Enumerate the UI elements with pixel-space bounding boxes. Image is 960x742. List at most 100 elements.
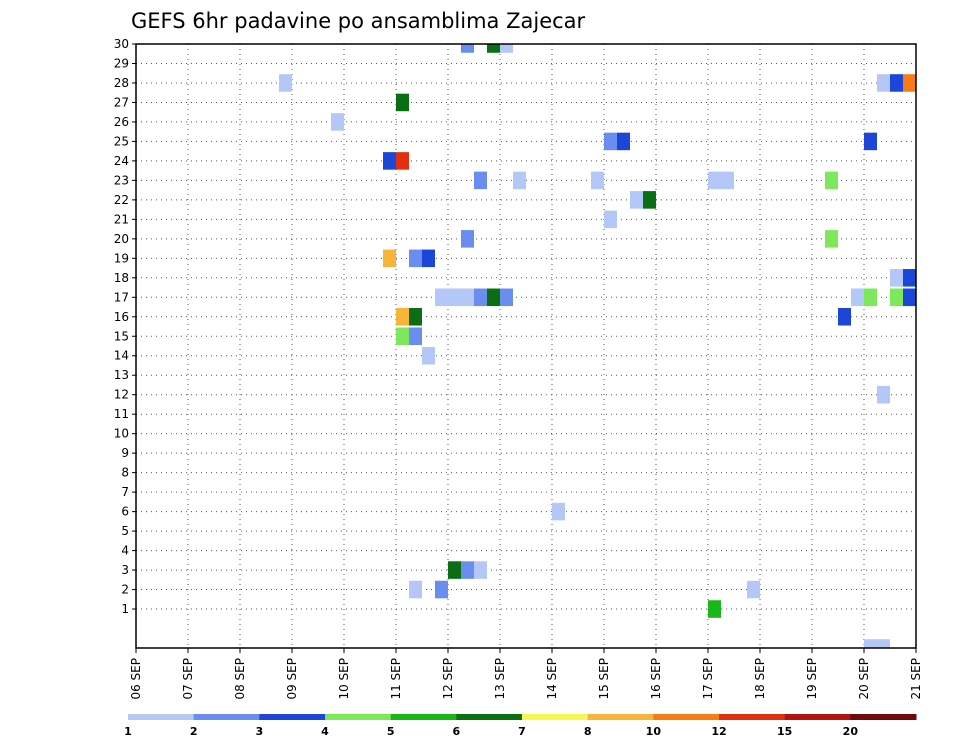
precip-cell bbox=[825, 171, 838, 190]
x-tick-label: 11 SEP bbox=[389, 658, 403, 700]
precip-cell bbox=[435, 288, 448, 307]
y-tick-label: 19 bbox=[114, 251, 129, 265]
y-tick-label: 7 bbox=[121, 485, 129, 499]
colorbar-segment bbox=[850, 714, 917, 720]
precip-cell bbox=[448, 561, 461, 579]
y-tick-label: 9 bbox=[121, 446, 129, 460]
precip-cell bbox=[487, 44, 500, 53]
precip-cell bbox=[474, 288, 487, 307]
y-tick-label: 27 bbox=[114, 95, 129, 109]
y-tick-label: 11 bbox=[114, 407, 129, 421]
precip-cell bbox=[409, 580, 422, 599]
colorbar-label: 5 bbox=[387, 725, 395, 738]
x-tick-label: 07 SEP bbox=[181, 658, 195, 700]
x-tick-label: 12 SEP bbox=[441, 658, 455, 700]
y-tick-label: 4 bbox=[121, 544, 129, 558]
precip-cell bbox=[409, 327, 422, 346]
precip-cell bbox=[890, 269, 903, 287]
colorbar-segment bbox=[522, 714, 589, 720]
colorbar-segment bbox=[193, 714, 260, 720]
colorbar-label: 20 bbox=[843, 725, 859, 738]
x-tick-label: 20 SEP bbox=[857, 658, 871, 700]
colorbar-label: 3 bbox=[256, 725, 264, 738]
precip-cell bbox=[747, 580, 760, 599]
colorbar-label: 2 bbox=[190, 725, 198, 738]
precip-cell bbox=[890, 74, 903, 92]
x-tick-label: 08 SEP bbox=[233, 658, 247, 700]
precip-cell bbox=[383, 249, 396, 268]
colorbar-segment bbox=[587, 714, 654, 720]
precip-cell bbox=[396, 308, 409, 326]
y-tick-label: 13 bbox=[114, 368, 129, 382]
colorbar-label: 8 bbox=[584, 725, 592, 738]
y-tick-label: 10 bbox=[114, 427, 129, 441]
precip-cell bbox=[500, 288, 513, 307]
colorbar-label: 1 bbox=[124, 725, 132, 738]
colorbar-label: 10 bbox=[646, 725, 662, 738]
precip-cell bbox=[877, 385, 890, 404]
colorbar-label: 12 bbox=[711, 725, 726, 738]
precip-cell bbox=[383, 152, 396, 170]
precip-cell bbox=[604, 210, 617, 229]
precip-cell bbox=[864, 288, 877, 307]
y-axis-ticks: 1234567891011121314151617181920212223242… bbox=[114, 37, 136, 616]
x-tick-label: 19 SEP bbox=[805, 658, 819, 700]
grid-lines bbox=[136, 43, 916, 648]
x-tick-label: 10 SEP bbox=[337, 658, 351, 700]
precip-cell bbox=[396, 152, 409, 170]
y-tick-label: 28 bbox=[114, 76, 129, 90]
precip-cell bbox=[396, 93, 409, 112]
y-tick-label: 20 bbox=[114, 232, 129, 246]
x-tick-label: 18 SEP bbox=[753, 658, 767, 700]
x-tick-label: 09 SEP bbox=[285, 658, 299, 700]
precip-cell bbox=[903, 269, 916, 287]
precip-cell bbox=[513, 171, 526, 190]
precip-cell bbox=[604, 132, 617, 151]
y-tick-label: 5 bbox=[121, 524, 129, 538]
y-tick-label: 1 bbox=[121, 602, 129, 616]
y-tick-label: 17 bbox=[114, 290, 129, 304]
precip-cell bbox=[331, 113, 344, 131]
precip-cell bbox=[409, 249, 422, 268]
y-tick-label: 8 bbox=[121, 466, 129, 480]
x-tick-label: 17 SEP bbox=[701, 658, 715, 700]
precip-cell bbox=[708, 600, 721, 618]
y-tick-label: 22 bbox=[114, 193, 129, 207]
colorbar-segment bbox=[390, 714, 457, 720]
x-tick-label: 15 SEP bbox=[597, 658, 611, 700]
precip-cell bbox=[838, 308, 851, 326]
precip-cell bbox=[422, 346, 435, 365]
precip-cell bbox=[877, 74, 890, 92]
y-tick-label: 3 bbox=[121, 563, 129, 577]
precip-cell bbox=[474, 561, 487, 579]
precip-cell bbox=[461, 44, 474, 53]
colorbar-segment bbox=[784, 714, 851, 720]
colorbar-label: 4 bbox=[321, 725, 329, 738]
precip-cell bbox=[864, 639, 877, 648]
y-tick-label: 30 bbox=[114, 37, 129, 51]
colorbar-segment bbox=[128, 714, 195, 720]
precip-cell bbox=[617, 132, 630, 151]
y-tick-label: 6 bbox=[121, 505, 129, 519]
y-tick-label: 29 bbox=[114, 56, 129, 70]
y-tick-label: 16 bbox=[114, 310, 129, 324]
precip-cell bbox=[474, 171, 487, 190]
y-tick-label: 12 bbox=[114, 388, 129, 402]
colorbar-segment bbox=[325, 714, 392, 720]
precip-cell bbox=[630, 191, 643, 209]
precip-cell bbox=[877, 639, 890, 648]
y-tick-label: 23 bbox=[114, 173, 129, 187]
precip-cell bbox=[279, 74, 292, 92]
colorbar-label: 7 bbox=[518, 725, 526, 738]
colorbar-label: 15 bbox=[777, 725, 792, 738]
y-tick-label: 26 bbox=[114, 115, 129, 129]
colorbar: 1 2 3 4 5 6 7 8 10 12 15 20 bbox=[124, 714, 917, 738]
precip-cell bbox=[435, 580, 448, 599]
y-tick-label: 2 bbox=[121, 583, 129, 597]
y-tick-label: 21 bbox=[114, 212, 129, 226]
colorbar-label: 6 bbox=[453, 725, 461, 738]
precip-cell bbox=[864, 132, 877, 151]
precip-cell bbox=[903, 288, 916, 307]
x-tick-label: 14 SEP bbox=[545, 658, 559, 700]
